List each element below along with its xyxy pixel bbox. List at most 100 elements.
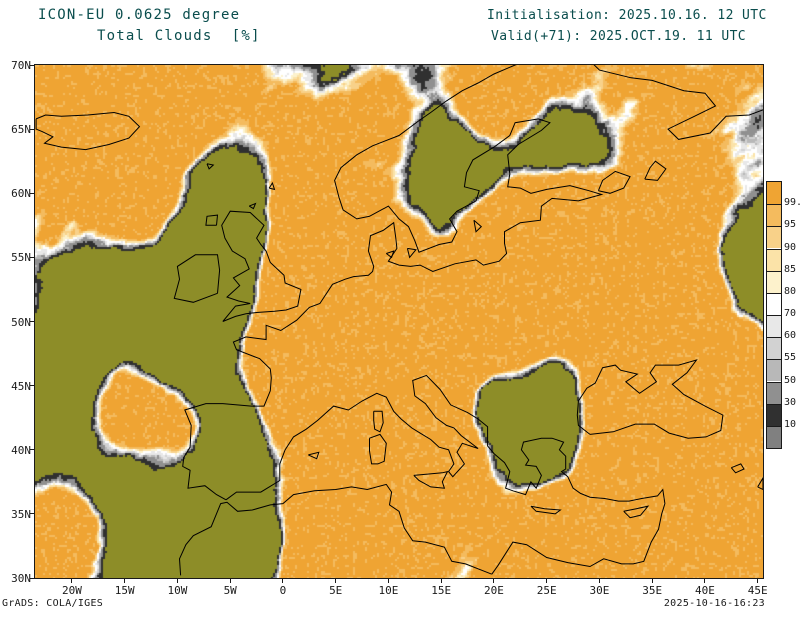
lon-tick-10W [176,579,178,583]
colorbar-label-30: 30 [784,396,797,408]
lon-tick-40E [704,579,706,583]
colorbar-segment-4 [767,270,781,293]
coastline-lake-urmia [757,477,763,491]
coastline-corsica [373,410,384,433]
colorbar-label-50: 50 [784,374,797,386]
coastline-sardinia [369,433,387,465]
coastline-zealand [406,247,417,259]
coastline-crete [530,505,562,515]
lat-label-60N: 60N [11,187,31,201]
colorbar [766,181,782,449]
colorbar-label-99.5: 99.5 [784,197,800,209]
coastline-great-britain [221,210,302,322]
lat-label-30N: 30N [11,572,31,585]
lon-label-15W: 15W [114,584,135,597]
valid-time: Valid(+71): 2025.OCT.19. 11 UTC [491,29,747,44]
model-title: ICON-EU 0.0625 degree [38,7,241,23]
lon-label-35E: 35E [642,584,663,597]
colorbar-label-85: 85 [784,263,797,275]
lon-tick-45E [757,579,759,583]
coastline-lake-onega [644,160,667,181]
coastline-orkney [248,202,257,210]
colorbar-segment-1 [767,204,781,227]
lon-tick-5W [229,579,231,583]
coastline-overlay [35,65,763,576]
lon-label-5E: 5E [329,584,343,597]
coastline-lake-van [730,463,745,474]
lat-tick-30N [30,577,34,579]
colorbar-label-60: 60 [784,330,797,342]
lon-tick-20E [493,579,495,583]
cloud-cover-raster [35,65,763,578]
coastline-hebrides [205,214,219,226]
colorbar-label-70: 70 [784,308,797,319]
coastline-gotland [473,219,483,233]
colorbar-label-10: 10 [784,418,797,430]
colorbar-label-80: 80 [784,285,797,297]
colorbar-segment-10 [767,403,781,426]
lon-tick-35E [651,579,653,583]
colorbar-segment-5 [767,292,781,315]
coastline-ireland [173,254,221,303]
lon-label-15E: 15E [431,584,452,597]
map-plot-area [34,64,764,579]
lon-tick-10E [387,579,389,583]
lat-tick-55N [30,256,34,258]
initialisation-time: Initialisation: 2025.10.16. 12 UTC [487,8,767,23]
colorbar-segment-2 [767,226,781,249]
colorbar-label-90: 90 [784,241,797,253]
lat-label-45N: 45N [11,379,31,393]
colorbar-label-95: 95 [784,219,797,231]
colorbar-segment-6 [767,315,781,338]
coastline-cyprus [623,505,650,519]
lon-tick-0 [282,579,284,583]
lon-label-10E: 10E [378,584,399,597]
coastline-black-sea [576,359,724,439]
coastline-shetland [268,181,276,191]
colorbar-segment-7 [767,337,781,360]
lon-tick-5E [335,579,337,583]
colorbar-label-55: 55 [784,352,797,364]
coastline-iceland [35,111,141,151]
coastline-mediterranean-levant [225,374,666,575]
lon-label-25E: 25E [536,584,557,597]
lon-label-10W: 10W [167,584,188,597]
lon-label-0: 0 [279,584,287,597]
coastline-north-africa [178,483,492,576]
coastline-sicily [413,470,449,489]
creation-timestamp: 2025-10-16-16:23 [663,598,765,609]
lat-label-55N: 55N [11,251,31,265]
lat-tick-70N [30,64,34,66]
lon-tick-30E [598,579,600,583]
lon-label-5W: 5W [223,584,237,597]
lat-label-70N: 70N [11,59,31,72]
lon-tick-15E [440,579,442,583]
colorbar-segment-11 [767,425,781,448]
variable-title: Total Clouds [%] [97,28,261,44]
lon-tick-20W [71,579,73,583]
coastline-kola-white-sea [593,65,763,140]
colorbar-segment-8 [767,359,781,382]
coastline-lake-ladoga [597,170,631,194]
coastline-funen [386,250,395,259]
lat-tick-45N [30,385,34,387]
lat-label-50N: 50N [11,315,31,329]
colorbar-segment-0 [767,182,781,205]
lon-label-20E: 20E [484,584,504,597]
lon-label-20W: 20W [61,584,82,597]
lon-label-40E: 40E [695,584,715,597]
grads-attribution: GrADS: COLA/IGES [2,598,104,609]
lon-label-45E: 45E [747,584,768,597]
lat-tick-50N [30,321,34,322]
lat-tick-35N [30,513,34,515]
lat-label-40N: 40N [11,443,31,457]
lat-tick-60N [30,192,34,194]
lat-tick-40N [30,449,34,451]
colorbar-segment-3 [767,248,781,271]
lon-tick-15W [124,579,126,583]
lat-tick-65N [30,128,34,130]
coastline-europe-mainland [182,65,604,501]
coastline-faroe [206,163,215,170]
colorbar-segment-9 [767,381,781,404]
